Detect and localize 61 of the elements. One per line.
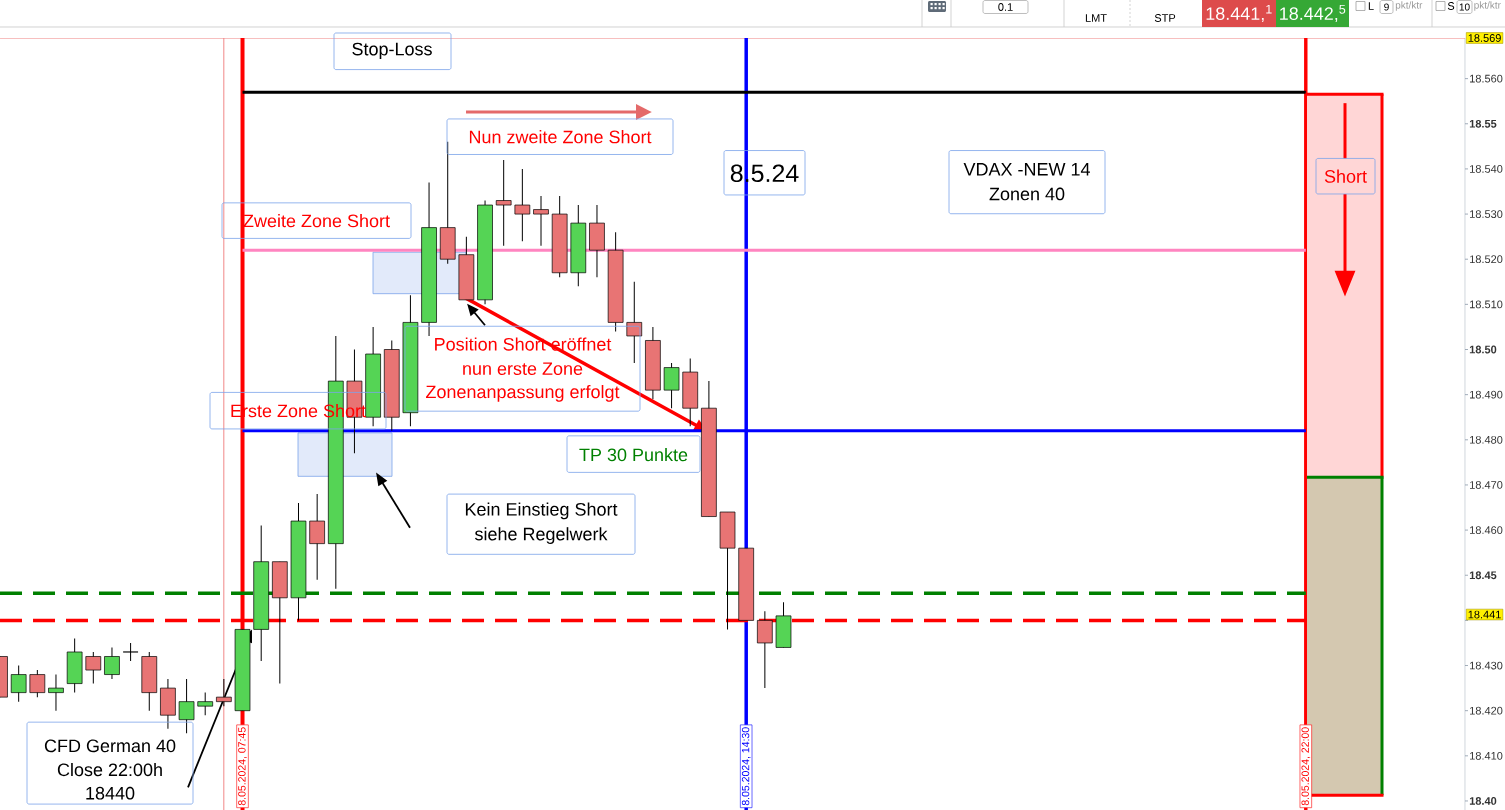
text: L xyxy=(1368,2,1374,10)
annotation: Position Short eröffnet xyxy=(435,337,612,351)
y-tick-label: 18.45 xyxy=(1469,571,1497,580)
y-tick-label: 18.420 xyxy=(1470,706,1503,715)
annotation: 18440 xyxy=(86,786,135,800)
candlestick xyxy=(122,642,139,662)
annotation: Stop-Loss xyxy=(352,42,432,59)
annotation: Nun zweite Zone Short xyxy=(469,130,652,144)
candlestick xyxy=(663,362,680,409)
text: S xyxy=(1447,2,1455,10)
candlestick xyxy=(10,665,27,703)
candlestick xyxy=(757,610,773,689)
x-tick-label: 8.05.2024, 07:45 xyxy=(238,727,247,806)
y-tick-label: 18.530 xyxy=(1470,210,1503,218)
text: 10 xyxy=(1459,3,1470,11)
annotation: Zonenanpassung erfolgt xyxy=(426,385,620,402)
annotation: TP 30 Punkte xyxy=(579,447,688,462)
y-tick-label: 18.540 xyxy=(1470,165,1503,173)
annotation: Zweite Zone Short xyxy=(243,214,390,228)
text: pkt/ktr xyxy=(1395,1,1423,11)
candlestick xyxy=(48,674,64,712)
y-tick-label: 18.490 xyxy=(1470,390,1503,399)
ref-line-label: 18.569 xyxy=(1468,34,1501,42)
y-tick-label: 18.50 xyxy=(1469,345,1497,354)
text: 18.441 xyxy=(1468,610,1501,619)
text: 0.1 xyxy=(998,3,1013,11)
text: LMT xyxy=(1085,14,1107,22)
y-tick-label: 18.560 xyxy=(1470,74,1503,83)
annotation: CFD German 40 xyxy=(44,739,176,753)
candlestick xyxy=(29,669,46,698)
x-tick-label: 8.05.2024, 14:30 xyxy=(741,727,751,806)
text: 18.442,$^{5}$ xyxy=(1280,4,1346,23)
y-tick-label: 18.470 xyxy=(1470,481,1503,489)
text: STP xyxy=(1154,14,1176,22)
candlestick xyxy=(309,493,325,581)
candlestick xyxy=(533,195,549,247)
annotation: siehe Regelwerk xyxy=(474,527,608,544)
text: pkt/ktr xyxy=(1474,1,1501,11)
annotation: Kein Einstieg Short xyxy=(465,502,618,520)
x-tick-label: 8.05.2024, 22:00 xyxy=(1301,727,1311,806)
candlestick xyxy=(197,692,214,716)
candlestick xyxy=(85,651,102,685)
y-tick-label: 18.510 xyxy=(1470,300,1503,309)
candlestick xyxy=(104,646,120,680)
y-tick-label: 18.40 xyxy=(1469,797,1497,805)
annotation: Close 22:00h xyxy=(57,762,162,777)
annotation: nun erste Zone xyxy=(463,362,583,375)
y-tick-label: 18.430 xyxy=(1470,661,1503,670)
annotation: Short xyxy=(1324,169,1367,183)
candlestick xyxy=(178,678,195,734)
candlestick xyxy=(514,168,531,242)
text: 18.441,$^{1}$ xyxy=(1206,4,1272,23)
y-tick-label: 18.520 xyxy=(1470,255,1503,264)
text: 9 xyxy=(1384,3,1389,11)
y-tick-label: 18.460 xyxy=(1470,526,1503,534)
y-tick-label: 18.55 xyxy=(1469,119,1497,128)
y-tick-label: 18.410 xyxy=(1470,751,1503,760)
candlestick xyxy=(495,159,512,247)
annotation: VDAX -NEW 14 xyxy=(963,163,1090,176)
annotation: Zonen 40 xyxy=(989,187,1065,201)
y-tick-label: 18.480 xyxy=(1470,435,1503,444)
